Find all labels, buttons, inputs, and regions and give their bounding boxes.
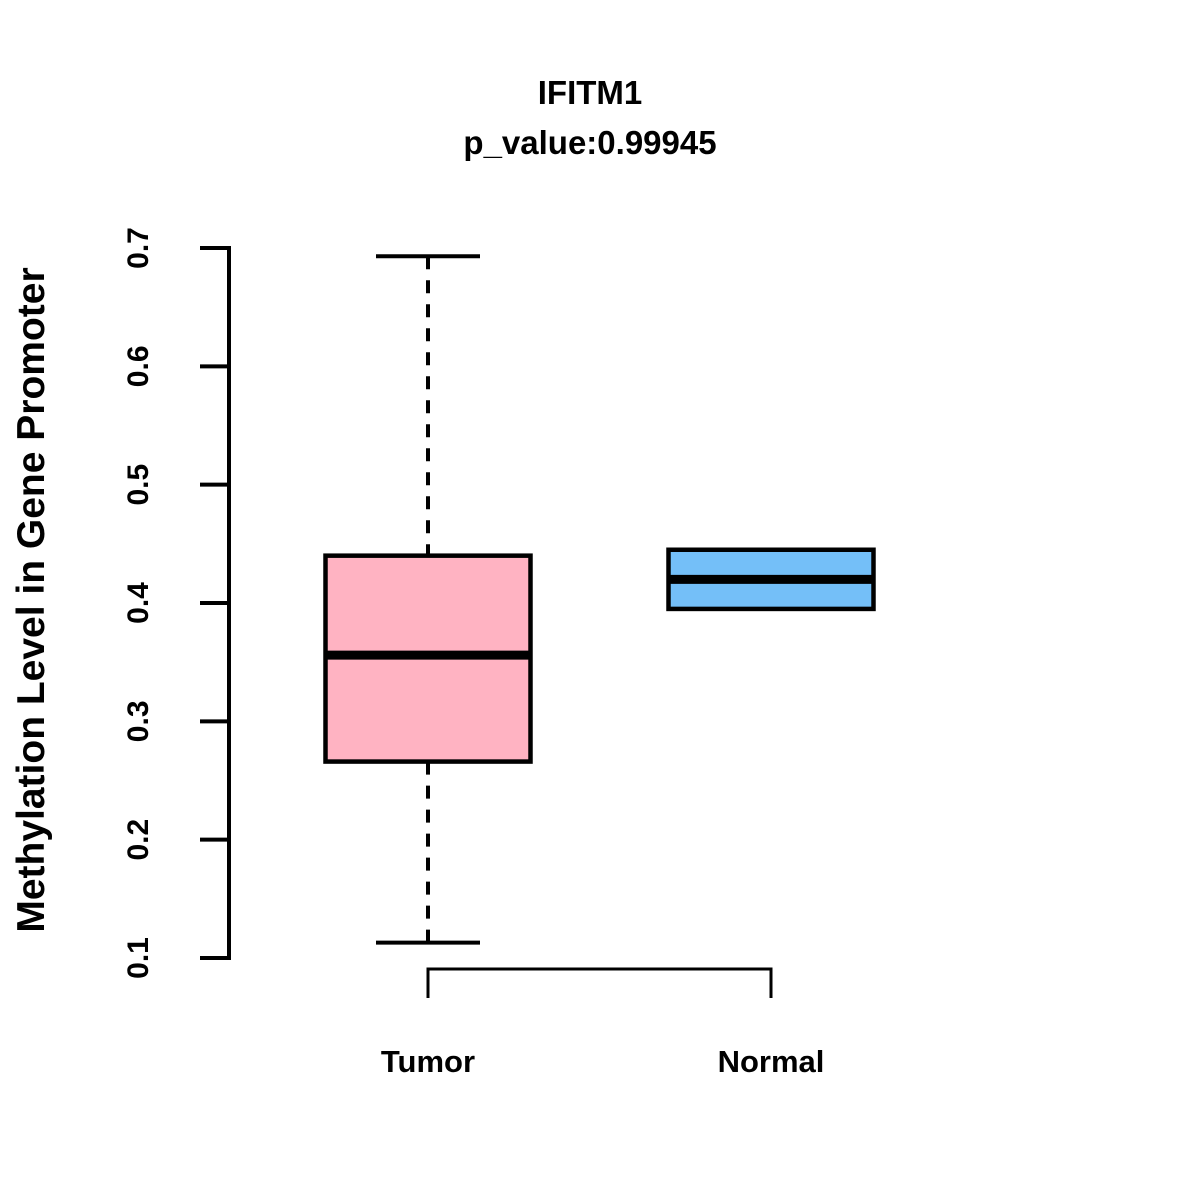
y-tick-label: 0.1 [122, 937, 155, 979]
chart-title: IFITM1 [537, 74, 643, 111]
y-tick-label: 0.5 [122, 464, 155, 506]
x-category-label-tumor: Tumor [381, 1044, 475, 1079]
y-tick-label: 0.7 [122, 227, 155, 269]
y-tick-label: 0.6 [122, 345, 155, 387]
y-tick-label: 0.4 [122, 582, 155, 624]
y-tick-label: 0.3 [122, 700, 155, 742]
chart-title-block: IFITM1 p_value:0.99945 [229, 68, 951, 168]
y-tick-label: 0.2 [122, 819, 155, 861]
x-category-label-normal: Normal [718, 1044, 825, 1079]
chart-subtitle: p_value:0.99945 [463, 124, 717, 161]
